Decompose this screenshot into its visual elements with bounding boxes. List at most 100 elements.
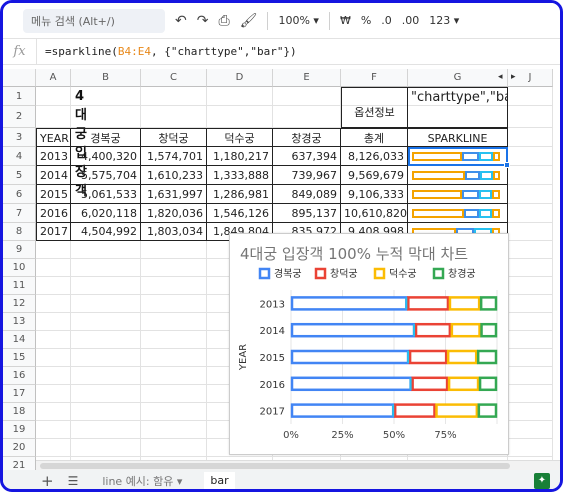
sheet-tab-line[interactable]: line 예시: 함유 ▾ (102, 475, 183, 488)
grid-cell[interactable] (141, 331, 207, 349)
table-cell[interactable]: 1,820,036 (141, 204, 207, 223)
grid-cell[interactable] (273, 106, 341, 128)
more-formats-button[interactable]: 123 ▾ (429, 14, 460, 27)
row-header-19[interactable]: 19 (3, 421, 36, 439)
row-header-3[interactable]: 3 (3, 128, 36, 147)
row-header-10[interactable]: 10 (3, 259, 36, 277)
grid-cell[interactable] (36, 259, 71, 277)
row-header-5[interactable]: 5 (3, 166, 36, 185)
row-header-4[interactable]: 4 (3, 147, 36, 166)
row-header-18[interactable]: 18 (3, 403, 36, 421)
row-header-8[interactable]: 8 (3, 223, 36, 241)
grid-cell[interactable] (71, 87, 141, 106)
grid-cell[interactable] (207, 106, 273, 128)
row-header-20[interactable]: 20 (3, 439, 36, 457)
table-cell[interactable]: 9,106,333 (341, 185, 408, 204)
table-header-cell[interactable]: SPARKLINE (408, 128, 508, 147)
grid-cell[interactable] (36, 277, 71, 295)
grid-cell[interactable] (508, 241, 553, 259)
table-cell[interactable]: 1,286,981 (207, 185, 273, 204)
grid-cell[interactable] (71, 349, 141, 367)
horizontal-scrollbar[interactable] (36, 460, 560, 470)
print-icon[interactable]: ⎙ (218, 12, 230, 29)
column-header-c[interactable]: C (141, 69, 207, 87)
column-header-d[interactable]: D (207, 69, 273, 87)
row-header-17[interactable]: 17 (3, 385, 36, 403)
grid-cell[interactable] (36, 87, 71, 106)
stacked-bar-chart[interactable]: 4대궁 입장객 100% 누적 막대 차트 경복궁 창덕궁 덕수궁 창경궁 0% 25% 50… (229, 233, 509, 455)
table-cell[interactable]: 2015 (36, 185, 71, 204)
row-header-9[interactable]: 9 (3, 241, 36, 259)
grid-cell[interactable] (141, 349, 207, 367)
sparkline-cell[interactable] (408, 147, 508, 166)
table-cell[interactable]: 2016 (36, 204, 71, 223)
row-header-15[interactable]: 15 (3, 349, 36, 367)
grid-cell[interactable] (273, 87, 341, 106)
redo-icon[interactable]: ↷ (196, 12, 209, 29)
table-header-cell[interactable]: 창덕궁 (141, 128, 207, 147)
sparkline-cell[interactable] (408, 185, 508, 204)
table-cell[interactable]: 1,610,233 (141, 166, 207, 185)
grid-cell[interactable] (508, 223, 553, 241)
menu-search-input[interactable]: 메뉴 검색 (Alt+/) (23, 8, 165, 33)
grid-cell[interactable] (508, 331, 553, 349)
grid-cell[interactable] (141, 421, 207, 439)
row-header-12[interactable]: 12 (3, 295, 36, 313)
grid-cell[interactable] (141, 439, 207, 457)
grid-cell[interactable] (508, 277, 553, 295)
row-header-7[interactable]: 7 (3, 204, 36, 223)
scroll-left-arrow-icon[interactable]: ◂ (498, 72, 503, 82)
grid-cell[interactable] (71, 295, 141, 313)
sheet-tab-bar-active[interactable]: bar (204, 471, 235, 489)
decrease-decimal-button[interactable]: .0 (381, 14, 392, 27)
grid-cell[interactable] (508, 295, 553, 313)
table-cell[interactable]: 6,020,118 (71, 204, 141, 223)
option-label-cell[interactable]: 옵션정보 (341, 87, 408, 128)
grid-cell[interactable] (71, 277, 141, 295)
grid-cell[interactable] (141, 367, 207, 385)
table-header-cell[interactable]: 덕수궁 (207, 128, 273, 147)
column-header-f[interactable]: F (341, 69, 408, 87)
table-cell[interactable]: 739,967 (273, 166, 341, 185)
table-cell[interactable]: 2014 (36, 166, 71, 185)
row-header-1[interactable]: 1 (3, 87, 36, 106)
grid-cell[interactable] (36, 367, 71, 385)
table-cell[interactable]: 2017 (36, 223, 71, 241)
grid-cell[interactable] (508, 385, 553, 403)
row-header-11[interactable]: 11 (3, 277, 36, 295)
grid-cell[interactable] (508, 147, 553, 166)
grid-cell[interactable] (508, 128, 553, 147)
grid-cell[interactable] (71, 403, 141, 421)
grid-cell[interactable] (36, 349, 71, 367)
grid-cell[interactable] (36, 295, 71, 313)
table-cell[interactable]: 1,180,217 (207, 147, 273, 166)
table-cell[interactable]: 1,546,126 (207, 204, 273, 223)
grid-cell[interactable] (207, 87, 273, 106)
grid-cell[interactable] (71, 313, 141, 331)
all-sheets-icon[interactable]: ☰ (67, 474, 79, 488)
grid-cell[interactable] (71, 241, 141, 259)
table-header-cell[interactable]: 창경궁 (273, 128, 341, 147)
grid-cell[interactable] (141, 106, 207, 128)
table-cell[interactable]: 8,126,033 (341, 147, 408, 166)
grid-cell[interactable] (508, 403, 553, 421)
grid-cell[interactable] (508, 439, 553, 457)
row-header-13[interactable]: 13 (3, 313, 36, 331)
table-cell[interactable]: 5,061,533 (71, 185, 141, 204)
table-cell[interactable]: 1,631,997 (141, 185, 207, 204)
column-header-g[interactable]: G (408, 69, 508, 87)
table-cell[interactable]: 849,089 (273, 185, 341, 204)
table-cell[interactable]: 9,569,679 (341, 166, 408, 185)
grid-cell[interactable] (71, 367, 141, 385)
grid-cell[interactable] (71, 421, 141, 439)
grid-cell[interactable] (71, 439, 141, 457)
grid-cell[interactable] (141, 277, 207, 295)
grid-cell[interactable] (141, 295, 207, 313)
grid-cell[interactable] (508, 421, 553, 439)
grid-cell[interactable] (508, 313, 553, 331)
selection-handle[interactable] (504, 162, 510, 168)
grid-cell[interactable] (508, 166, 553, 185)
grid-cell[interactable] (508, 185, 553, 204)
table-header-cell[interactable]: 총계 (341, 128, 408, 147)
column-header-j[interactable]: J (508, 69, 553, 87)
